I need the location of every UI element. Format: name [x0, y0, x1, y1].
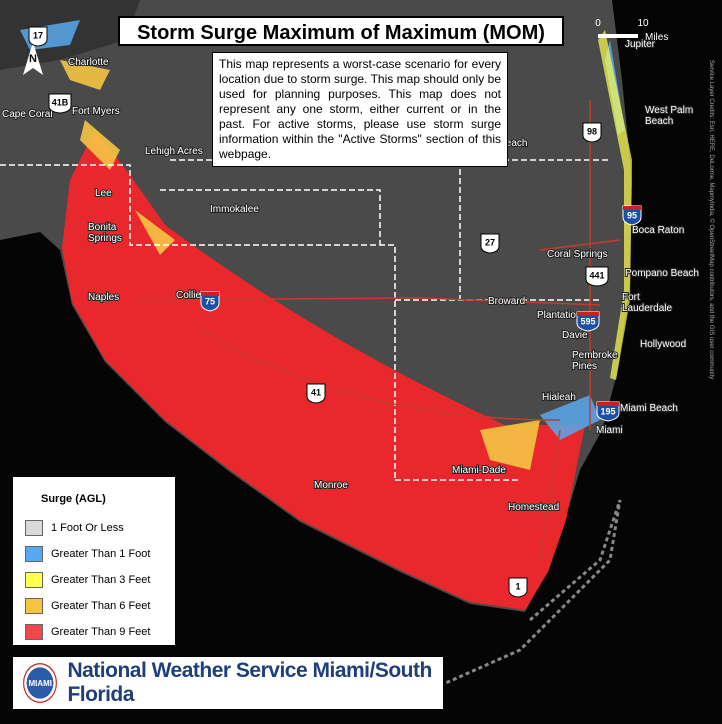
place-label: Immokalee	[210, 204, 259, 215]
place-label: Charlotte	[68, 57, 109, 68]
place-label: Collier	[176, 290, 205, 301]
legend-swatch	[25, 572, 43, 588]
place-label: Pembroke Pines	[572, 350, 618, 372]
legend-swatch	[25, 546, 43, 562]
legend-swatch	[25, 598, 43, 614]
place-label: Broward	[488, 296, 525, 307]
legend-item: Greater Than 3 Feet	[25, 567, 163, 593]
legend: Surge (AGL) 1 Foot Or Less Greater Than 1…	[12, 476, 176, 646]
highway-label: 1	[515, 581, 520, 591]
place-label: Coral Springs	[547, 249, 608, 260]
place-label: Boca Raton	[632, 225, 684, 236]
legend-title: Surge (AGL)	[41, 493, 106, 505]
legend-label: Greater Than 3 Feet	[51, 574, 151, 586]
surge-yellow	[598, 30, 632, 380]
surge-red	[62, 130, 585, 610]
place-label: Miami	[596, 425, 623, 436]
place-label: Miami-Dade	[452, 465, 506, 476]
county-lines	[0, 159, 610, 481]
us-shield	[48, 93, 72, 114]
highway-label: 17	[33, 30, 43, 40]
place-label: Homestead	[508, 502, 559, 513]
scale-bar	[598, 34, 638, 38]
legend-label: Greater Than 6 Feet	[51, 600, 151, 612]
place-label: Lee	[95, 188, 112, 199]
place-label: Hollywood	[640, 339, 686, 350]
legend-item: Greater Than 9 Feet	[25, 619, 163, 645]
us-shield	[582, 122, 602, 143]
us-shield	[480, 233, 500, 254]
place-label: Monroe	[314, 480, 348, 491]
legend-item: Greater Than 1 Foot	[25, 541, 163, 567]
place-label: Miami Beach	[620, 403, 678, 414]
interstate-band	[597, 402, 619, 406]
interstate-band	[623, 206, 641, 210]
place-label: Pompano Beach	[625, 268, 699, 279]
legend-swatch	[25, 624, 43, 640]
legend-swatch	[25, 520, 43, 536]
roads	[139, 100, 621, 561]
surge-orange	[60, 60, 540, 470]
us-shield	[508, 577, 528, 598]
place-label: West Palm Beach	[645, 105, 693, 127]
scale-tick: 10	[637, 18, 649, 29]
highway-label: 95	[627, 210, 637, 220]
interstate-shield	[622, 205, 642, 226]
us-shield	[306, 383, 326, 404]
interstate-band	[201, 292, 219, 296]
highway-label: 27	[485, 237, 495, 247]
logo: MIAMI	[23, 663, 58, 703]
highway-label: 98	[587, 126, 597, 136]
interstate-shield	[576, 311, 600, 332]
map-title: Storm Surge Maximum of Maximum (MOM)	[118, 16, 564, 46]
interstate-shield	[200, 291, 220, 312]
place-label: Cape Coral	[2, 109, 53, 120]
legend-label: Greater Than 9 Feet	[51, 626, 151, 638]
attribution: Service Layer Credits: Esri, HERE, DeLor…	[708, 60, 715, 379]
us-shield	[28, 26, 48, 47]
place-label: Fort Lauderdale	[622, 292, 672, 314]
highway-label: 441	[589, 270, 604, 280]
us-shield	[585, 266, 609, 287]
place-label: Naples	[88, 292, 119, 303]
scale-tick: 0	[595, 18, 601, 29]
highway-label: 595	[580, 316, 595, 326]
place-label: Plantation	[537, 310, 581, 321]
legend-label: 1 Foot Or Less	[51, 522, 124, 534]
scale-unit: Miles	[645, 32, 668, 43]
legend-item: 1 Foot Or Less	[25, 515, 163, 541]
legend-label: Greater Than 1 Foot	[51, 548, 151, 560]
interstate-band	[577, 312, 599, 316]
place-label: Lehigh Acres	[145, 146, 203, 157]
highway-shields: 17 41B 98 95 27 441 75 595 41 195 1	[28, 26, 642, 598]
highway-label: 41B	[52, 97, 69, 107]
legend-items: 1 Foot Or Less Greater Than 1 Foot Greater…	[25, 515, 163, 645]
interstate-shield	[596, 401, 620, 422]
description: This map represents a worst-case scenari…	[212, 52, 508, 167]
footer-text: National Weather Service Miami/South Flo…	[67, 659, 432, 706]
place-label: Bonita Springs	[88, 222, 122, 244]
place-label: Hialeah	[542, 392, 576, 403]
highway-label: 195	[600, 406, 615, 416]
keys	[429, 499, 622, 692]
highway-label: 41	[311, 387, 321, 397]
footer: MIAMI National Weather Service Miami/Sou…	[12, 656, 444, 710]
place-label: Jupiter	[625, 39, 656, 50]
highway-label: 75	[205, 296, 215, 306]
legend-item: Greater Than 6 Feet	[25, 593, 163, 619]
place-label: Fort Myers	[72, 106, 120, 117]
place-labels: Charlotte Fort Myers Cape Coral Lehigh Acre…	[1, 38, 700, 514]
place-label: Davie	[562, 330, 588, 341]
north-arrow	[23, 42, 43, 75]
north-label: N	[29, 53, 37, 65]
